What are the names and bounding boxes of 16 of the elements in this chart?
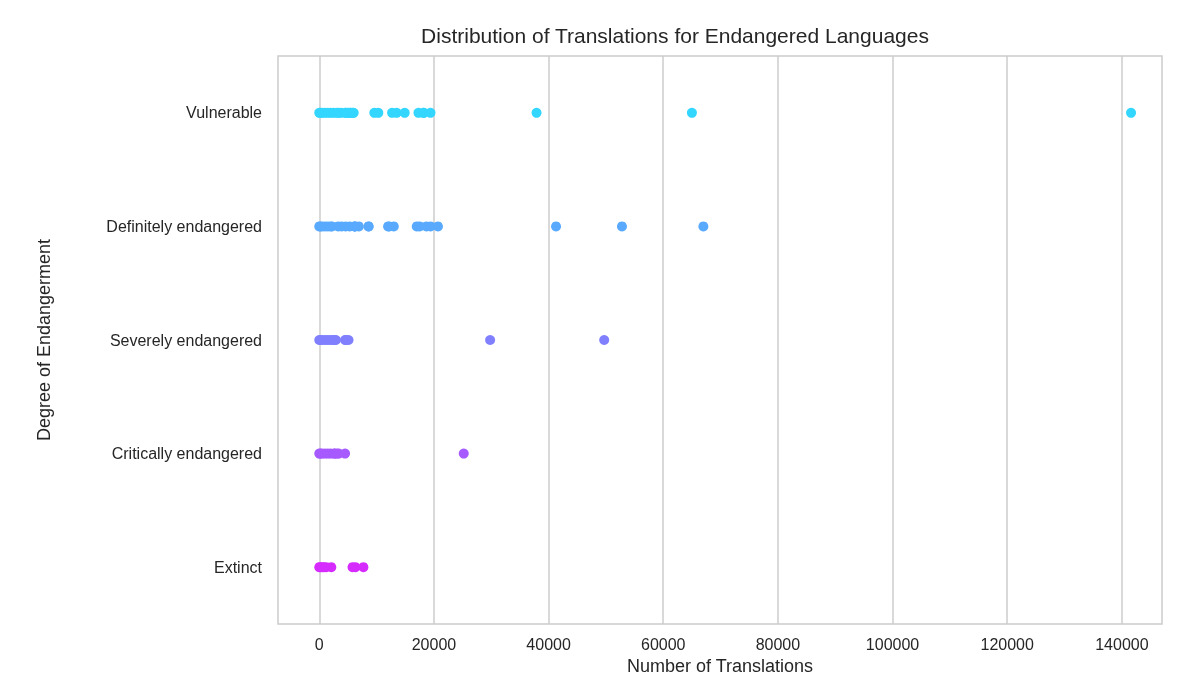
x-tick-label: 40000 (526, 635, 571, 653)
x-tick-label: 140000 (1095, 635, 1149, 653)
y-tick-label: Critically endangered (111, 445, 262, 463)
x-tick-label: 120000 (980, 635, 1035, 653)
y-tick-label: Extinct (213, 558, 263, 576)
x-tick-label: 60000 (641, 635, 686, 653)
x-tick-label: 0 (314, 635, 324, 653)
x-axis-title: Number of Translations (626, 655, 814, 676)
x-tick-label: 80000 (755, 635, 801, 653)
y-tick-label: Severely endangered (109, 331, 262, 349)
chart-title: Distribution of Translations for Endangered Languages (421, 24, 929, 47)
y-tick-label: Vulnerable (186, 104, 263, 122)
y-axis-title: Degree of Endangerment (34, 238, 54, 442)
x-tick-label: 20000 (411, 635, 457, 653)
x-tick-label: 100000 (865, 635, 920, 653)
y-tick-label: Definitely endangered (106, 217, 262, 235)
